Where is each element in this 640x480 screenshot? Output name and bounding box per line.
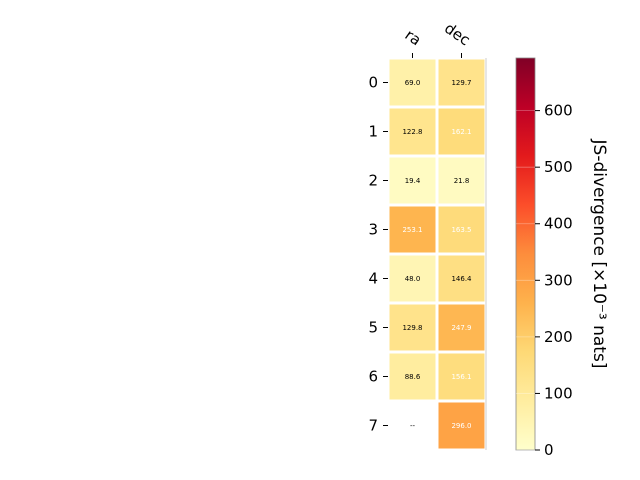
row-tick-label: 3 — [368, 221, 378, 239]
heatmap-cell — [435, 252, 488, 305]
row-tick-label: 6 — [368, 368, 378, 386]
cell-label: 48.0 — [405, 275, 421, 283]
cell-label: 156.1 — [451, 373, 471, 381]
row-tick-label: 1 — [368, 123, 378, 141]
colorbar-tick-label: 100 — [544, 384, 573, 402]
cell-label: 162.1 — [451, 128, 471, 136]
cell-label: 296.0 — [451, 422, 471, 430]
colorbar-tick-label: 300 — [544, 271, 573, 289]
cell-label: 21.8 — [454, 177, 470, 185]
row-tick-labels: 0 1 2 3 4 5 6 7 — [368, 74, 388, 435]
column-tick-labels: ra dec — [402, 19, 474, 58]
colorbar: 0 100 200 300 400 500 600 JS-divergence [×10⁻³… — [515, 57, 609, 459]
cell-label: 129.8 — [402, 324, 422, 332]
row-tick-label: 2 — [368, 172, 378, 190]
colorbar-ticks: 0 100 200 300 400 500 600 — [516, 102, 573, 459]
heatmap-cell — [435, 203, 488, 256]
cell-label: 122.8 — [402, 128, 422, 136]
cell-label: 129.7 — [451, 79, 471, 87]
row-tick-label: 0 — [368, 74, 378, 92]
cell-label: 163.5 — [451, 226, 471, 234]
colorbar-tick-label: 500 — [544, 158, 573, 176]
cell-label: 247.9 — [451, 324, 471, 332]
colorbar-tick-label: 200 — [544, 328, 573, 346]
cell-label: 88.6 — [405, 373, 421, 381]
colorbar-tick-label: 0 — [544, 441, 554, 459]
cell-label: 253.1 — [402, 226, 422, 234]
cell-label: 19.4 — [405, 177, 421, 185]
cell-label: 146.4 — [451, 275, 472, 283]
cell-label: 69.0 — [405, 79, 421, 87]
row-tick-label: 5 — [368, 319, 378, 337]
column-tick-label: ra — [402, 26, 425, 50]
row-tick-label: 7 — [368, 417, 378, 435]
row-tick-label: 4 — [368, 270, 378, 288]
colorbar-tick-label: 600 — [544, 102, 573, 120]
colorbar-tick-label: 400 — [544, 215, 573, 233]
colorbar-gradient — [515, 57, 536, 451]
cell-label: -- — [410, 422, 416, 430]
colorbar-label: JS-divergence [×10⁻³ nats] — [589, 139, 609, 369]
column-tick-label: dec — [441, 19, 473, 49]
heatmap-cells: 69.0 129.7 122.8 162.1 19.4 21.8 253.1 163.5 48.… — [386, 56, 488, 452]
